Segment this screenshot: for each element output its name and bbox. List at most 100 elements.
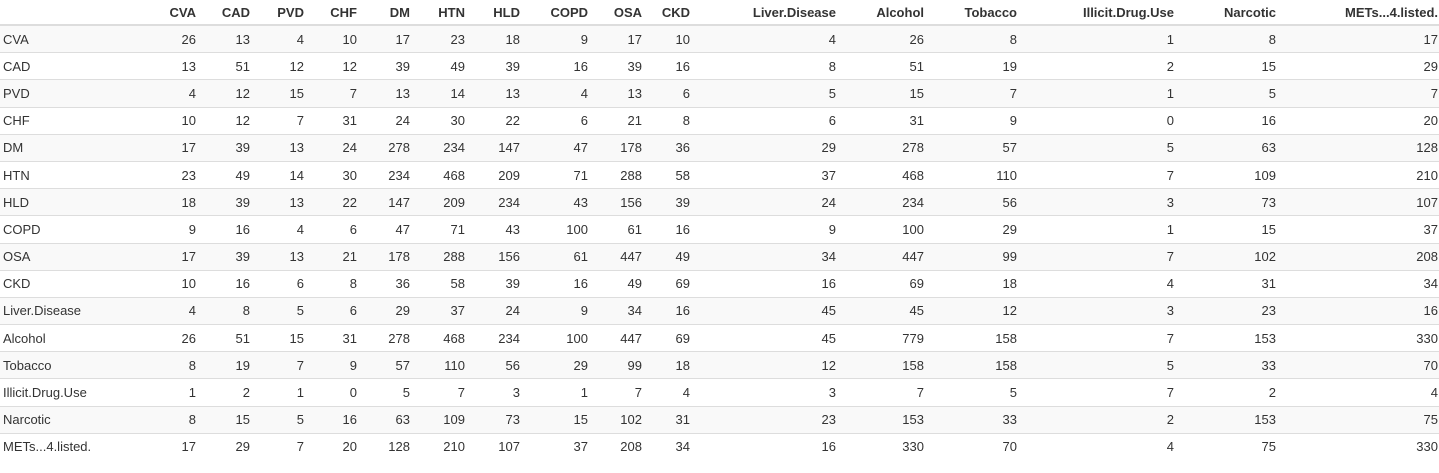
column-header: PVD [251,0,305,26]
table-cell: 17 [358,24,411,53]
table-cell: 29 [691,133,837,162]
table-cell: 12 [197,106,251,135]
table-cell: 39 [197,242,251,271]
table-cell: 2 [1018,52,1175,80]
table-cell: 99 [925,242,1018,271]
table-cell: 24 [466,296,521,325]
table-cell: 9 [305,351,358,379]
table-cell: 208 [1277,242,1439,271]
table-cell: 156 [466,242,521,271]
table-cell: 29 [925,215,1018,243]
table-cell: 128 [358,432,411,460]
table-cell: 10 [643,24,691,53]
table-cell: 278 [358,133,411,162]
column-header: HTN [411,0,466,26]
table-cell: 63 [358,405,411,434]
table-cell: 16 [691,269,837,298]
table-cell: 75 [1277,405,1439,434]
column-header: Alcohol [837,0,925,26]
table-cell: 43 [521,188,589,216]
table-cell: 7 [589,378,643,407]
table-cell: 234 [358,160,411,189]
table-cell: 51 [197,324,251,352]
table-cell: 24 [305,133,358,162]
table-cell: 18 [925,269,1018,298]
table-cell: 20 [305,432,358,460]
table-cell: 5 [1018,133,1175,162]
table-cell: 3 [466,378,521,407]
table-cell: 7 [251,432,305,460]
table-cell: 15 [1175,52,1277,80]
table-cell: 5 [1175,79,1277,108]
table-cell: 39 [589,52,643,80]
table-cell: 1 [251,378,305,407]
column-header: CAD [197,0,251,26]
table-cell: 147 [466,133,521,162]
table-cell: 468 [411,324,466,352]
table-cell: 6 [305,215,358,243]
table-cell: 147 [358,188,411,216]
table-cell: 69 [837,269,925,298]
table-cell: 13 [358,79,411,108]
column-header: Tobacco [925,0,1018,26]
table-cell: 156 [589,188,643,216]
table-cell: 2 [1018,405,1175,434]
table-cell: 3 [1018,188,1175,216]
table-cell: 7 [837,378,925,407]
table-cell: 209 [466,160,521,189]
table-cell: 20 [1277,106,1439,135]
table-cell: 61 [589,215,643,243]
table-cell: 16 [521,52,589,80]
table-cell: 49 [197,160,251,189]
table-cell: 209 [411,188,466,216]
table-cell: 73 [466,405,521,434]
table-cell: 208 [589,432,643,460]
table-cell: 29 [358,296,411,325]
table-cell: 1 [1018,24,1175,53]
table-cell: 24 [691,188,837,216]
table-cell: 34 [589,296,643,325]
table-cell: 30 [411,106,466,135]
table-cell: 4 [251,215,305,243]
table-cell: 4 [1277,378,1439,407]
table-cell: 13 [251,133,305,162]
table-cell: 70 [925,432,1018,460]
table-cell: 36 [643,133,691,162]
column-header: Liver.Disease [691,0,837,26]
table-cell: 39 [466,269,521,298]
table-cell: 15 [1175,215,1277,243]
table-cell: 17 [143,133,197,162]
table-cell: 210 [411,432,466,460]
table-cell: 57 [358,351,411,379]
table-cell: 107 [1277,188,1439,216]
column-header: CVA [143,0,197,26]
row-label: Liver.Disease [0,296,143,325]
row-label: METs...4.listed. [0,432,143,460]
table-cell: 22 [466,106,521,135]
table-cell: 31 [1175,269,1277,298]
table-cell: 4 [691,24,837,53]
table-cell: 4 [1018,269,1175,298]
table-cell: 57 [925,133,1018,162]
table-cell: 7 [251,351,305,379]
table-cell: 39 [643,188,691,216]
table-cell: 17 [143,242,197,271]
table-cell: 16 [1277,296,1439,325]
table-cell: 447 [837,242,925,271]
table-cell: 45 [837,296,925,325]
table-cell: 75 [1175,432,1277,460]
table-cell: 39 [197,133,251,162]
table-cell: 26 [837,24,925,53]
table-cell: 13 [589,79,643,108]
column-header: COPD [521,0,589,26]
table-cell: 19 [925,52,1018,80]
table-cell: 10 [143,269,197,298]
column-header: OSA [589,0,643,26]
table-cell: 2 [197,378,251,407]
table-cell: 7 [1018,324,1175,352]
table-cell: 330 [1277,324,1439,352]
table-cell: 45 [691,296,837,325]
table-cell: 31 [305,106,358,135]
table-cell: 47 [358,215,411,243]
row-label: Alcohol [0,324,143,352]
